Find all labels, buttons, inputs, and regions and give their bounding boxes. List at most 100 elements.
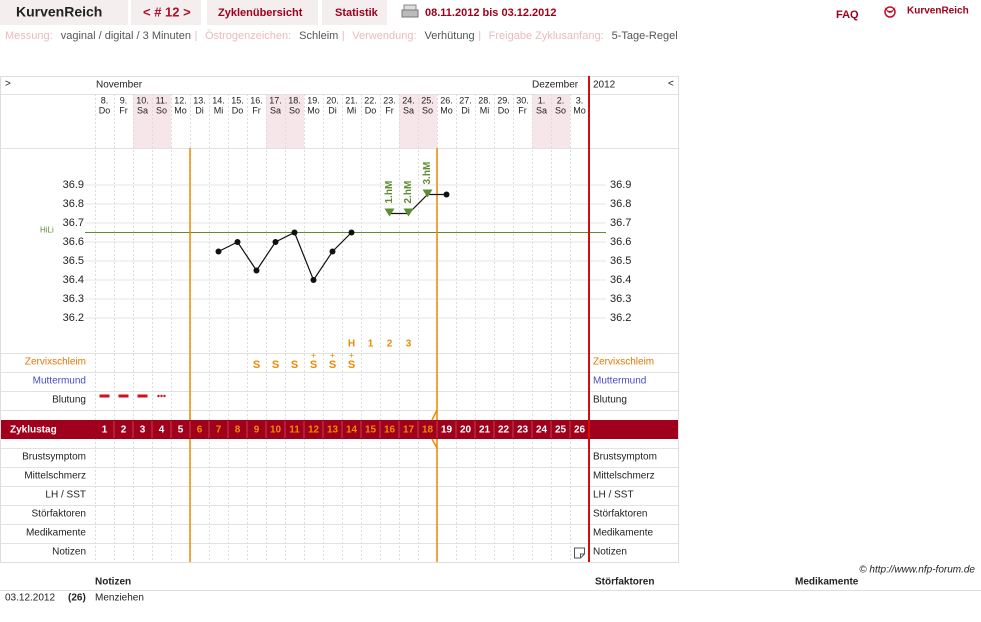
row-label: Blutung <box>52 395 86 406</box>
y-tick-label: 36.8 <box>63 198 84 210</box>
printer-icon[interactable] <box>401 4 419 18</box>
weekday-label: Mo <box>573 105 586 115</box>
weekday-label: Sa <box>270 105 281 115</box>
date-label: 27. <box>459 95 472 105</box>
date-label: 20. <box>326 95 339 105</box>
date-label: 9. <box>120 95 128 105</box>
tab-bg <box>207 0 318 25</box>
setting-value: vaginal / digital / 3 Minuten <box>61 30 191 42</box>
spotting-mark <box>163 394 166 398</box>
cycle-chart: > <November Dezember 20128.Do9.Fr10.Sa11.So… <box>1 76 678 562</box>
cycle-day: 18 <box>422 425 434 436</box>
note-icon[interactable] <box>574 547 585 559</box>
year-label: 2012 <box>593 80 616 91</box>
weekday-label: Do <box>498 105 510 115</box>
cycle-nav[interactable]: < # 12 > <box>143 4 191 19</box>
temperature-point <box>310 277 317 283</box>
weekday-label: Mo <box>174 105 187 115</box>
temperature-point-higher <box>384 208 395 217</box>
row-label: LH / SST <box>45 490 86 501</box>
peak-label: H <box>348 339 355 350</box>
weekday-label: Sa <box>536 105 547 115</box>
y-tick-label-right: 36.6 <box>610 236 631 248</box>
cycle-day: 10 <box>270 425 282 436</box>
temperature-point <box>443 191 450 198</box>
weekday-label: Do <box>232 105 244 115</box>
notes-cell: 03.12.2012 <box>5 593 55 604</box>
evaluation-kink <box>431 409 438 449</box>
weekday-label: Di <box>195 105 204 115</box>
peak-label: 1 <box>368 339 374 350</box>
tab[interactable]: Statistik <box>335 7 379 19</box>
cycle-day: 23 <box>517 425 529 436</box>
setting-value: Verhütung <box>425 30 475 42</box>
temperature-point-higher <box>403 208 414 217</box>
cycle-label: Zyklustag <box>10 425 57 436</box>
row-label-right: Zervixschleim <box>593 357 654 368</box>
weekday-label: Fr <box>252 105 261 115</box>
weekday-label: Do <box>365 105 377 115</box>
date-label: 23. <box>383 95 396 105</box>
cycle-day: 12 <box>308 425 320 436</box>
cycle-day: 6 <box>197 425 203 436</box>
temperature-line <box>218 193 447 282</box>
y-tick-label: 36.6 <box>63 236 84 248</box>
temperature-point <box>234 239 241 245</box>
date-label: 24. <box>402 95 415 105</box>
date-label: 25. <box>421 95 434 105</box>
nav-cell <box>131 0 201 25</box>
temperature-point <box>329 248 336 255</box>
weekend-shade <box>551 94 570 148</box>
date-label: 10. <box>136 95 149 105</box>
weekday-label: Mo <box>307 105 320 115</box>
cycle-day: 1 <box>102 425 108 436</box>
tab[interactable]: Zyklenübersicht <box>218 7 303 19</box>
brand-cell <box>0 0 128 25</box>
weekday-label: Sa <box>403 105 414 115</box>
month-label: Dezember <box>532 80 579 91</box>
date-label: 3. <box>576 95 584 105</box>
spotting-mark <box>160 394 163 398</box>
notes-header: Notizen <box>95 577 131 588</box>
cervical-symbol: S <box>329 359 336 371</box>
cycle-day: 14 <box>346 425 358 436</box>
cervical-sign: + <box>330 350 335 360</box>
date-range: 08.11.2012 bis 03.12.2012 <box>425 7 557 19</box>
date-label: 19. <box>307 95 320 105</box>
temperature-point <box>253 267 260 274</box>
cycle-day: 4 <box>159 425 165 436</box>
cycle-day: 3 <box>140 425 146 436</box>
weekday-label: Mi <box>214 105 224 115</box>
date-label: 22. <box>364 95 377 105</box>
cervical-symbol: S <box>291 359 298 371</box>
row-label-right: Brustsymptom <box>593 452 657 463</box>
row-label: Medikamente <box>26 528 86 539</box>
higher-label: 3.hM <box>422 162 433 185</box>
weekend-shade <box>285 94 304 148</box>
nav-next[interactable]: < <box>668 79 674 90</box>
weekend-shade <box>532 94 551 148</box>
row-label-right: LH / SST <box>593 490 634 501</box>
logo-text: KurvenReich <box>907 6 969 17</box>
weekday-label: Mi <box>480 105 490 115</box>
faq-link[interactable]: FAQ <box>836 9 859 21</box>
date-label: 2. <box>557 95 565 105</box>
setting-value: Schleim <box>299 30 338 42</box>
weekend-shade <box>133 94 152 148</box>
date-label: 16. <box>250 95 263 105</box>
weekday-label: So <box>289 105 300 115</box>
row-label: Störfaktoren <box>32 509 86 520</box>
y-tick-label: 36.2 <box>63 312 84 324</box>
date-label: 1. <box>538 95 546 105</box>
temperature-point <box>348 229 355 236</box>
cycle-day: 11 <box>289 425 300 436</box>
date-label: 18. <box>288 95 301 105</box>
y-tick-label-right: 36.3 <box>610 293 631 305</box>
cycle-day: 26 <box>574 425 586 436</box>
cervical-sign: + <box>349 350 354 360</box>
date-label: 17. <box>269 95 282 105</box>
nav-prev[interactable]: > <box>5 79 11 90</box>
weekday-label: So <box>422 105 433 115</box>
weekend-shade <box>399 94 418 148</box>
weekend-shade <box>266 94 285 148</box>
